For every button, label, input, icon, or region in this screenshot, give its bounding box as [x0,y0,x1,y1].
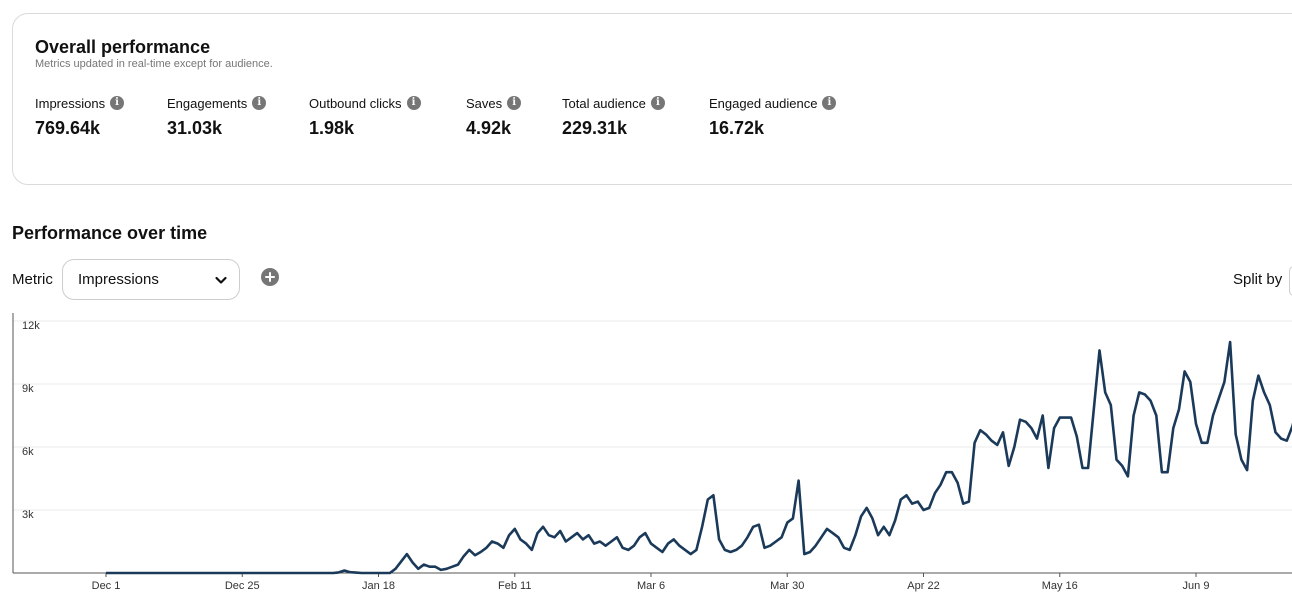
overall-performance-title: Overall performance [35,37,211,57]
metric-label: Engagements [167,95,248,111]
x-tick-label: Jun 9 [1183,580,1210,592]
metric-value: 16.72k [709,118,765,138]
y-tick-label: 3k [22,509,34,521]
metric-engagements: Engagements i 31.03k [167,94,267,139]
info-icon[interactable]: i [507,96,522,110]
metric-label: Saves [466,95,503,111]
metric-select[interactable]: Impressions [62,259,240,300]
metric-engaged-audience: Engaged audience i 16.72k [709,94,837,139]
metric-label: Impressions [35,95,106,111]
info-icon[interactable]: i [406,96,421,110]
metric-select-value: Impressions [78,271,159,288]
info-icon[interactable]: i [252,96,267,110]
metric-value: 1.98k [309,118,355,138]
metric-label: Engaged audience [709,95,818,111]
x-tick-label: Dec 1 [92,580,121,592]
overall-performance-subtitle: Metrics updated in real-time except for … [35,58,273,70]
info-icon[interactable]: i [822,96,837,110]
metric-impressions: Impressions i 769.64k [35,94,125,139]
x-tick-label: Mar 6 [637,580,665,592]
metric-label: Total audience [562,95,646,111]
y-tick-label: 9k [22,383,34,395]
split-by-label: Split by [1233,271,1283,288]
series-line-impressions[interactable] [106,340,1292,575]
metric-select-label: Metric [12,271,53,288]
metric-label: Outbound clicks [309,95,402,111]
metric-saves: Saves i 4.92k [466,94,522,139]
x-tick-label: Jan 18 [362,580,395,592]
metric-total-audience: Total audience i 229.31k [562,94,665,139]
y-tick-label: 12k [22,320,40,332]
x-tick-label: Dec 25 [225,580,260,592]
performance-over-time-title: Performance over time [12,223,208,243]
x-tick-label: May 16 [1042,580,1078,592]
x-tick-label: Mar 30 [770,580,804,592]
metric-value: 31.03k [167,118,223,138]
overall-performance-card: Overall performance Metrics updated in r… [12,13,1292,185]
x-tick-label: Apr 22 [907,580,939,592]
info-icon[interactable]: i [650,96,665,110]
y-tick-label: 6k [22,446,34,458]
metric-value: 4.92k [466,118,512,138]
metric-value: 769.64k [35,118,101,138]
metric-outbound-clicks: Outbound clicks i 1.98k [309,94,421,139]
chevron-down-icon [215,276,227,284]
x-tick-label: Feb 11 [498,580,531,592]
info-icon[interactable]: i [110,96,125,110]
performance-line-chart: 3k 6k 9k 12k Dec 1 Dec 25 Jan 18 Feb 11 Mar 6 Mar… [12,313,1292,592]
add-metric-icon[interactable] [261,268,279,286]
metric-value: 229.31k [562,118,628,138]
performance-chart: 3k 6k 9k 12k Dec 1 Dec 25 Jan 18 Feb 11 Mar 6 Mar… [0,305,1292,602]
